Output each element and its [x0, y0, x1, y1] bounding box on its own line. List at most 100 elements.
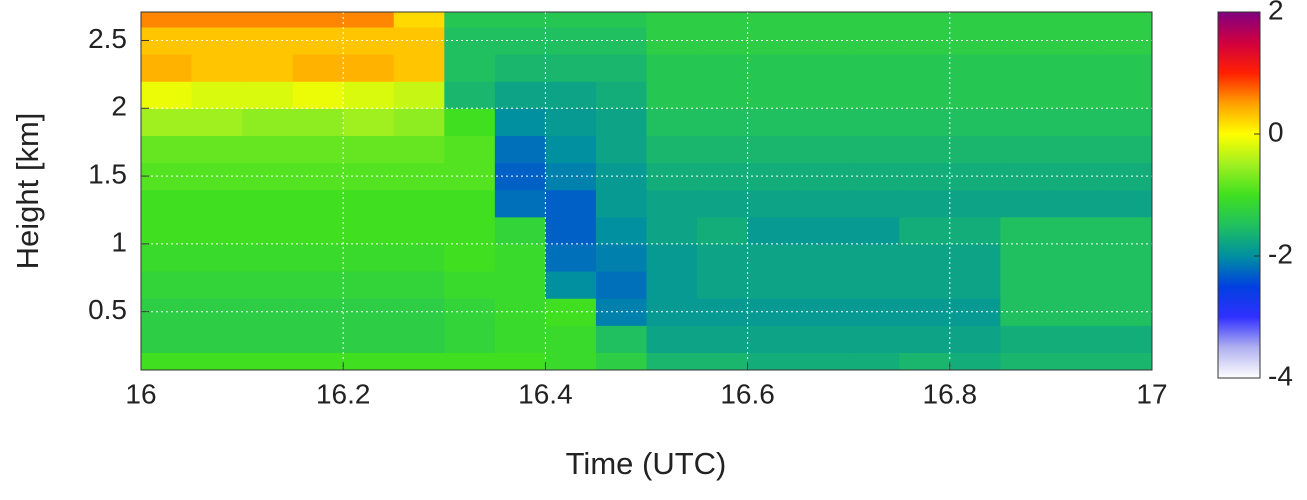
heatmap-cell [848, 325, 900, 353]
heatmap-cell [595, 189, 648, 218]
heatmap-cell [141, 54, 193, 82]
heatmap-cell [646, 352, 698, 370]
heatmap-cell [545, 325, 597, 353]
heatmap-cell [949, 81, 1001, 109]
heatmap-cell [242, 189, 294, 218]
heatmap-cell [646, 135, 698, 164]
heatmap-cell [545, 12, 597, 28]
heatmap-cell [343, 352, 395, 370]
heatmap-cell [393, 189, 445, 218]
heatmap-cell [595, 325, 648, 353]
heatmap-cell [393, 54, 445, 82]
heatmap-cell [444, 54, 496, 82]
heatmap-cell [798, 12, 850, 28]
heatmap-cell [646, 243, 698, 272]
heatmap-cell [343, 108, 395, 137]
heatmap-cell [1050, 54, 1103, 82]
heatmap-cell [141, 189, 193, 218]
heatmap-cell [949, 54, 1001, 82]
heatmap-cell [848, 189, 900, 218]
heatmap-cell [848, 12, 900, 28]
heatmap-cell [595, 271, 648, 299]
heatmap-cell [1050, 243, 1103, 272]
heatmap-cell [444, 216, 496, 245]
heatmap-cell [545, 54, 597, 82]
heatmap-cell [747, 135, 799, 164]
heatmap-cell [141, 135, 193, 164]
heatmap-cell [292, 81, 344, 109]
heatmap-cell [141, 325, 193, 353]
heatmap-cell [1050, 352, 1103, 370]
heatmap-cell [191, 54, 243, 82]
heatmap-cell [747, 81, 799, 109]
heatmap-cell [191, 243, 243, 272]
heatmap-cell [141, 352, 193, 370]
x-tick-label: 16.4 [518, 378, 573, 409]
heatmap-cell [697, 189, 749, 218]
heatmap-cell [747, 243, 799, 272]
colorbar-tick-label: -4 [1268, 360, 1293, 391]
heatmap-cell [1101, 271, 1152, 299]
heatmap-cell [191, 271, 243, 299]
heatmap-cell [646, 54, 698, 82]
heatmap-cell [595, 352, 648, 370]
heatmap-cell [949, 135, 1001, 164]
heatmap-cell [1101, 325, 1152, 353]
heatmap-cell [747, 216, 799, 245]
heatmap-cell [595, 135, 648, 164]
heatmap-cell [494, 271, 546, 299]
grid [140, 12, 1153, 370]
heatmap-cell [949, 271, 1001, 299]
heatmap-cell [444, 271, 496, 299]
heatmap-cell [141, 271, 193, 299]
heatmap-cell [899, 54, 951, 82]
heatmap-cell [242, 81, 294, 109]
heatmap-cell [848, 135, 900, 164]
heatmap-cell [242, 108, 294, 137]
heatmap-cell [1000, 135, 1052, 164]
heatmap-cell [899, 135, 951, 164]
heatmap-cell [292, 271, 344, 299]
y-tick-label: 0.5 [88, 294, 127, 325]
heatmap-cell [747, 325, 799, 353]
colorbar: -4 -2 0 2 [1217, 0, 1293, 391]
heatmap-cell [1000, 162, 1052, 191]
heatmap-cell [292, 243, 344, 272]
heatmap-cell [798, 352, 850, 370]
colorbar-tick-label: 2 [1268, 0, 1284, 25]
heatmap-cell [697, 352, 749, 370]
heatmap-cell [1050, 325, 1103, 353]
heatmap-cell [949, 12, 1001, 28]
y-tick-label: 1.5 [88, 158, 127, 189]
heatmap-cell [141, 108, 193, 137]
heatmap-cell [444, 108, 496, 137]
heatmap-cell [646, 12, 698, 28]
heatmap-cell [1000, 189, 1052, 218]
heatmap-cell [747, 54, 799, 82]
heatmap-cell [949, 325, 1001, 353]
heatmap-cell [798, 243, 850, 272]
heatmap-cell [242, 352, 294, 370]
heatmap-cell [848, 108, 900, 137]
heatmap-cell [747, 271, 799, 299]
heatmap-cell [545, 189, 597, 218]
heatmap-cell [494, 352, 546, 370]
heatmap-cell [697, 325, 749, 353]
heatmap-cell [393, 243, 445, 272]
x-tick-label: 16 [125, 378, 156, 409]
heatmap-cell [949, 352, 1001, 370]
heatmap-cell [343, 325, 395, 353]
heatmap-cell [949, 189, 1001, 218]
heatmap-cell [191, 352, 243, 370]
heatmap-cell [1101, 352, 1152, 370]
heatmap-cell [697, 271, 749, 299]
heatmap-cell [494, 135, 546, 164]
heatmap-cell [899, 325, 951, 353]
heatmap-cell [1101, 108, 1152, 137]
heatmap-cell [899, 216, 951, 245]
heatmap-cell [1000, 271, 1052, 299]
x-axis-label: Time (UTC) [566, 446, 727, 481]
heatmap-cell [595, 54, 648, 82]
heatmap-cell [343, 135, 395, 164]
